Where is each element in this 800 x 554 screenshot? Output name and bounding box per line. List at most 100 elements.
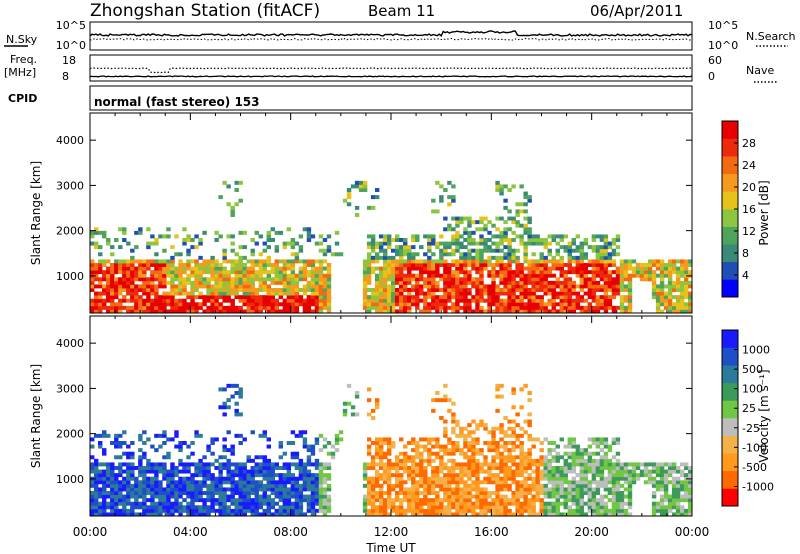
heatmap-cell	[471, 277, 476, 282]
heatmap-cell	[507, 280, 512, 285]
heatmap-cell	[443, 491, 448, 495]
heatmap-cell	[138, 270, 143, 275]
heatmap-cell	[439, 241, 444, 246]
heatmap-cell	[583, 280, 589, 285]
heatmap-cell	[495, 426, 500, 431]
heatmap-cell	[150, 270, 155, 275]
heatmap-cell	[483, 284, 488, 289]
heatmap-cell	[190, 441, 195, 445]
heatmap-cell	[519, 444, 524, 449]
heatmap-cell	[511, 426, 516, 431]
heatmap-cell	[238, 305, 243, 310]
heatmap-cell	[603, 266, 609, 271]
heatmap-cell	[234, 188, 239, 192]
heatmap-cell	[443, 227, 448, 232]
heatmap-cell	[519, 466, 524, 470]
heatmap-cell	[238, 273, 243, 278]
heatmap-cell	[411, 505, 416, 510]
heatmap-cell	[479, 266, 484, 271]
velocity-colorbar-tick-label: -1000	[742, 480, 774, 493]
heatmap-cell	[579, 263, 585, 267]
heatmap-cell	[162, 305, 167, 310]
heatmap-cell	[415, 487, 420, 492]
heatmap-cell	[411, 473, 416, 478]
heatmap-cell	[527, 263, 532, 267]
heatmap-cell	[611, 501, 617, 506]
heatmap-cell	[114, 288, 119, 292]
heatmap-cell	[190, 280, 195, 285]
heatmap-cell	[174, 273, 179, 278]
heatmap-cell	[226, 288, 231, 292]
heatmap-cell	[386, 238, 392, 242]
heatmap-cell	[487, 291, 492, 296]
heatmap-cell	[306, 487, 312, 492]
heatmap-cell	[250, 508, 255, 513]
heatmap-cell	[378, 284, 384, 289]
heatmap-cell	[507, 241, 512, 246]
heatmap-cell	[483, 263, 488, 267]
heatmap-cell	[411, 441, 416, 445]
heatmap-cell	[158, 505, 163, 510]
heatmap-cell	[322, 248, 328, 253]
heatmap-cell	[134, 480, 139, 485]
heatmap-cell	[246, 505, 251, 510]
heatmap-cell	[423, 295, 428, 300]
heatmap-cell	[587, 284, 593, 289]
heatmap-cell	[270, 302, 276, 307]
heatmap-cell	[322, 480, 328, 485]
heatmap-cell	[170, 462, 175, 467]
heatmap-cell	[386, 441, 392, 445]
heatmap-cell	[154, 302, 159, 307]
heatmap-cell	[222, 291, 227, 296]
heatmap-cell	[519, 273, 524, 278]
heatmap-cell	[671, 284, 677, 289]
heatmap-cell	[471, 437, 476, 442]
heatmap-cell	[399, 238, 404, 242]
heatmap-cell	[314, 480, 320, 485]
heatmap-cell	[194, 483, 199, 488]
heatmap-cell	[366, 451, 372, 456]
heatmap-cell	[170, 508, 175, 513]
heatmap-cell	[483, 512, 488, 517]
heatmap-cell	[459, 451, 464, 456]
heatmap-cell	[122, 280, 127, 285]
heatmap-cell	[435, 512, 440, 517]
heatmap-cell	[467, 473, 472, 478]
heatmap-cell	[531, 458, 536, 463]
heatmap-cell	[258, 288, 263, 292]
heatmap-cell	[623, 501, 629, 506]
heatmap-cell	[254, 501, 259, 506]
heatmap-cell	[659, 476, 665, 481]
heatmap-cell	[198, 473, 203, 478]
heatmap-cell	[491, 248, 496, 253]
heatmap-cell	[451, 288, 456, 292]
heatmap-cell	[415, 288, 420, 292]
heatmap-cell	[106, 473, 111, 478]
heatmap-cell	[431, 458, 436, 463]
heatmap-cell	[635, 270, 641, 275]
heatmap-cell	[459, 259, 464, 264]
heatmap-cell	[499, 437, 504, 442]
heatmap-cell	[427, 491, 432, 495]
heatmap-cell	[467, 448, 472, 453]
heatmap-cell	[443, 512, 448, 517]
heatmap-cell	[102, 476, 107, 481]
heatmap-cell	[687, 466, 693, 470]
heatmap-cell	[326, 234, 332, 239]
heatmap-cell	[370, 508, 376, 513]
heatmap-cell	[98, 476, 103, 481]
heatmap-cell	[559, 270, 564, 275]
heatmap-cell	[314, 487, 320, 492]
heatmap-cell	[395, 498, 400, 503]
heatmap-cell	[310, 508, 316, 513]
heatmap-cell	[599, 245, 605, 250]
heatmap-cell	[186, 263, 191, 267]
heatmap-cell	[587, 295, 593, 300]
heatmap-cell	[591, 288, 597, 292]
heatmap-cell	[238, 295, 243, 300]
heatmap-cell	[238, 483, 243, 488]
heatmap-cell	[579, 512, 585, 517]
heatmap-cell	[266, 458, 271, 463]
heatmap-cell	[563, 288, 568, 292]
